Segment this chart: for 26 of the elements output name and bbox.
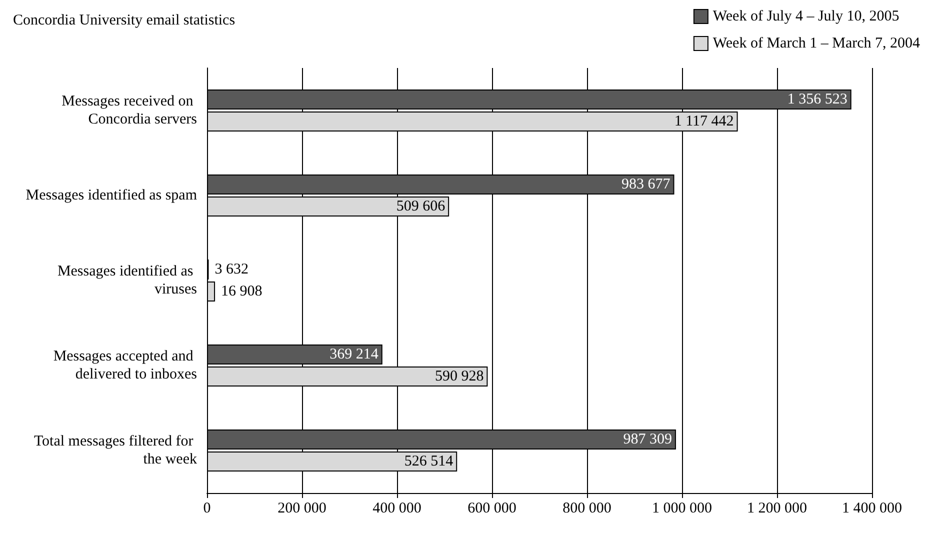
data-label: 1 117 442 xyxy=(674,114,734,130)
data-label: 16 908 xyxy=(221,284,262,300)
legend-label: Week of July 4 – July 10, 2005 xyxy=(712,8,900,24)
x-tick-label: 1 400 000 xyxy=(842,500,902,516)
x-tick-label: 600 000 xyxy=(468,500,516,516)
y-tick-label: Messages identified as viruses xyxy=(57,264,198,298)
y-tick-label: Total messages filtered for the week xyxy=(34,434,198,468)
x-tick-label: 800 000 xyxy=(562,500,612,516)
x-tick-label: 200 000 xyxy=(278,500,326,516)
chart-title: Concordia University email statistics xyxy=(13,12,236,28)
legend-label: Week of March 1 – March 7, 2004 xyxy=(712,36,920,52)
data-label: 509 606 xyxy=(396,198,446,214)
data-label: 526 514 xyxy=(404,454,454,470)
data-label: 590 928 xyxy=(434,368,484,384)
data-label: 369 214 xyxy=(330,346,379,362)
y-tick-label: Messages identified as spam xyxy=(26,188,198,204)
data-label: 983 677 xyxy=(621,176,671,192)
y-tick-label: Messages received on Concordia servers xyxy=(62,94,198,128)
x-tick-label: 1 000 000 xyxy=(652,500,712,516)
data-label: 987 309 xyxy=(623,432,672,448)
data-label: 1 356 523 xyxy=(787,92,848,108)
x-tick-label: 400 000 xyxy=(372,500,422,516)
y-tick-label: Messages accepted and delivered to inboxes xyxy=(53,348,198,382)
x-tick-label: 1 200 000 xyxy=(747,500,807,516)
data-label: 3 632 xyxy=(214,262,248,278)
x-tick-label: 0 xyxy=(203,500,211,516)
